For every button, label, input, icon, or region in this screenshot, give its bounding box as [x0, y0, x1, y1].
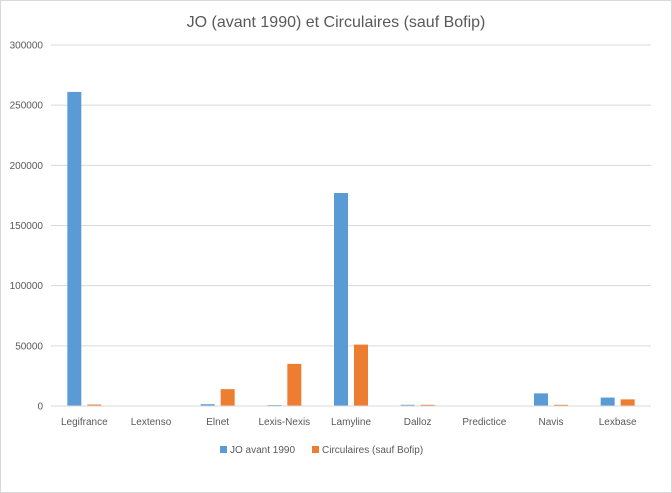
y-tick-label: 0	[37, 402, 43, 413]
bar-0-8	[600, 397, 615, 406]
y-axis: 0 50000 100000 150000 200000 250000 300000	[10, 41, 44, 413]
y-tick-label: 150000	[10, 221, 44, 232]
chart-title: JO (avant 1990) et Circulaires (sauf Bof…	[187, 14, 486, 31]
bar-1-7	[554, 404, 568, 406]
bar-1-4	[354, 344, 368, 406]
y-tick-label: 250000	[10, 101, 44, 112]
x-tick-label: Navis	[538, 417, 563, 428]
x-tick-label: Lexbase	[599, 417, 637, 428]
legend-label-1: Circulaires (sauf Bofip)	[322, 445, 423, 456]
bars	[67, 91, 635, 407]
x-tick-label: Elnet	[206, 417, 229, 428]
x-tick-label: Legifrance	[61, 417, 108, 428]
legend-swatch-0	[220, 446, 227, 453]
y-tick-label: 50000	[15, 341, 43, 352]
bar-1-2	[220, 389, 235, 406]
y-tick-label: 100000	[10, 281, 44, 292]
bar-1-5	[420, 404, 435, 406]
legend-swatch-1	[312, 446, 319, 453]
y-tick-label: 200000	[10, 161, 44, 172]
bar-1-8	[620, 399, 635, 406]
x-tick-label: Dalloz	[404, 417, 432, 428]
x-tick-label: Lexis-Nexis	[258, 417, 310, 428]
x-axis: Legifrance Lextenso Elnet Lexis-Nexis Lamyli…	[51, 405, 651, 428]
bar-0-0	[67, 91, 82, 407]
bar-0-2	[200, 404, 215, 406]
bar-1-0	[87, 404, 102, 406]
bar-0-5	[400, 404, 415, 406]
x-tick-label: Lamyline	[331, 417, 371, 428]
y-tick-label: 300000	[10, 41, 44, 52]
x-tick-label: Lextenso	[131, 417, 172, 428]
bar-0-7	[534, 393, 548, 406]
legend-label-0: JO avant 1990	[230, 445, 295, 456]
bar-1-3	[287, 363, 302, 406]
gridlines	[51, 44, 651, 347]
x-tick-label: Predictice	[462, 417, 506, 428]
bar-0-4	[334, 193, 348, 406]
legend: JO avant 1990 Circulaires (sauf Bofip)	[220, 445, 423, 456]
